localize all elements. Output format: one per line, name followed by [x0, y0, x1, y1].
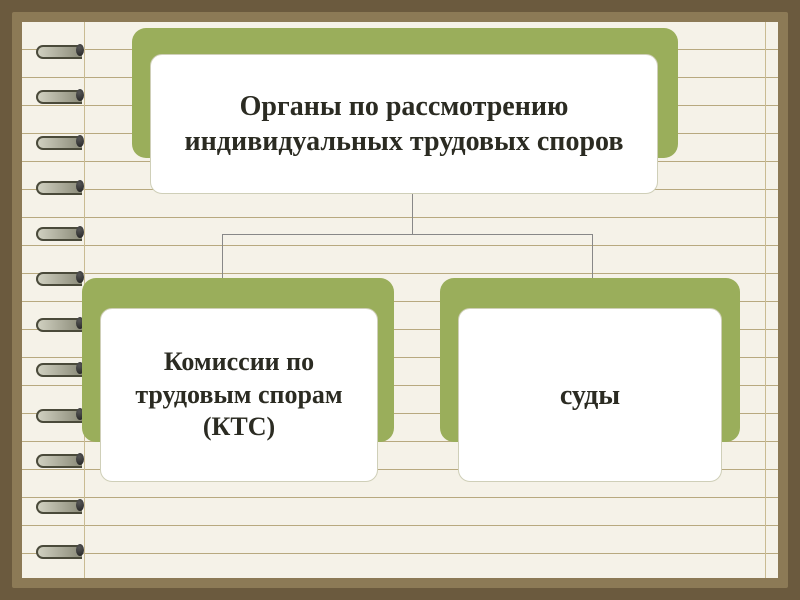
spiral-ring	[36, 360, 82, 376]
spiral-ring	[36, 42, 82, 58]
spiral-ring	[36, 542, 82, 558]
root-node: Органы по рассмотрению индивидуальных тр…	[132, 28, 678, 194]
slide-canvas: Органы по рассмотрению индивидуальных тр…	[22, 22, 778, 578]
spiral-ring	[36, 87, 82, 103]
spiral-ring	[36, 224, 82, 240]
root-node-label: Органы по рассмотрению индивидуальных тр…	[150, 54, 658, 194]
spiral-ring	[36, 497, 82, 513]
spiral-ring	[36, 269, 82, 285]
spiral-ring	[36, 315, 82, 331]
child-node-left: Комиссии по трудовым спорам (КТС)	[82, 278, 394, 482]
spiral-ring	[36, 178, 82, 194]
child-node-right: суды	[440, 278, 740, 482]
spiral-binding	[36, 42, 86, 558]
spiral-ring	[36, 406, 82, 422]
child-node-right-label: суды	[458, 308, 722, 482]
child-node-left-label: Комиссии по трудовым спорам (КТС)	[100, 308, 378, 482]
spiral-ring	[36, 451, 82, 467]
spiral-ring	[36, 133, 82, 149]
